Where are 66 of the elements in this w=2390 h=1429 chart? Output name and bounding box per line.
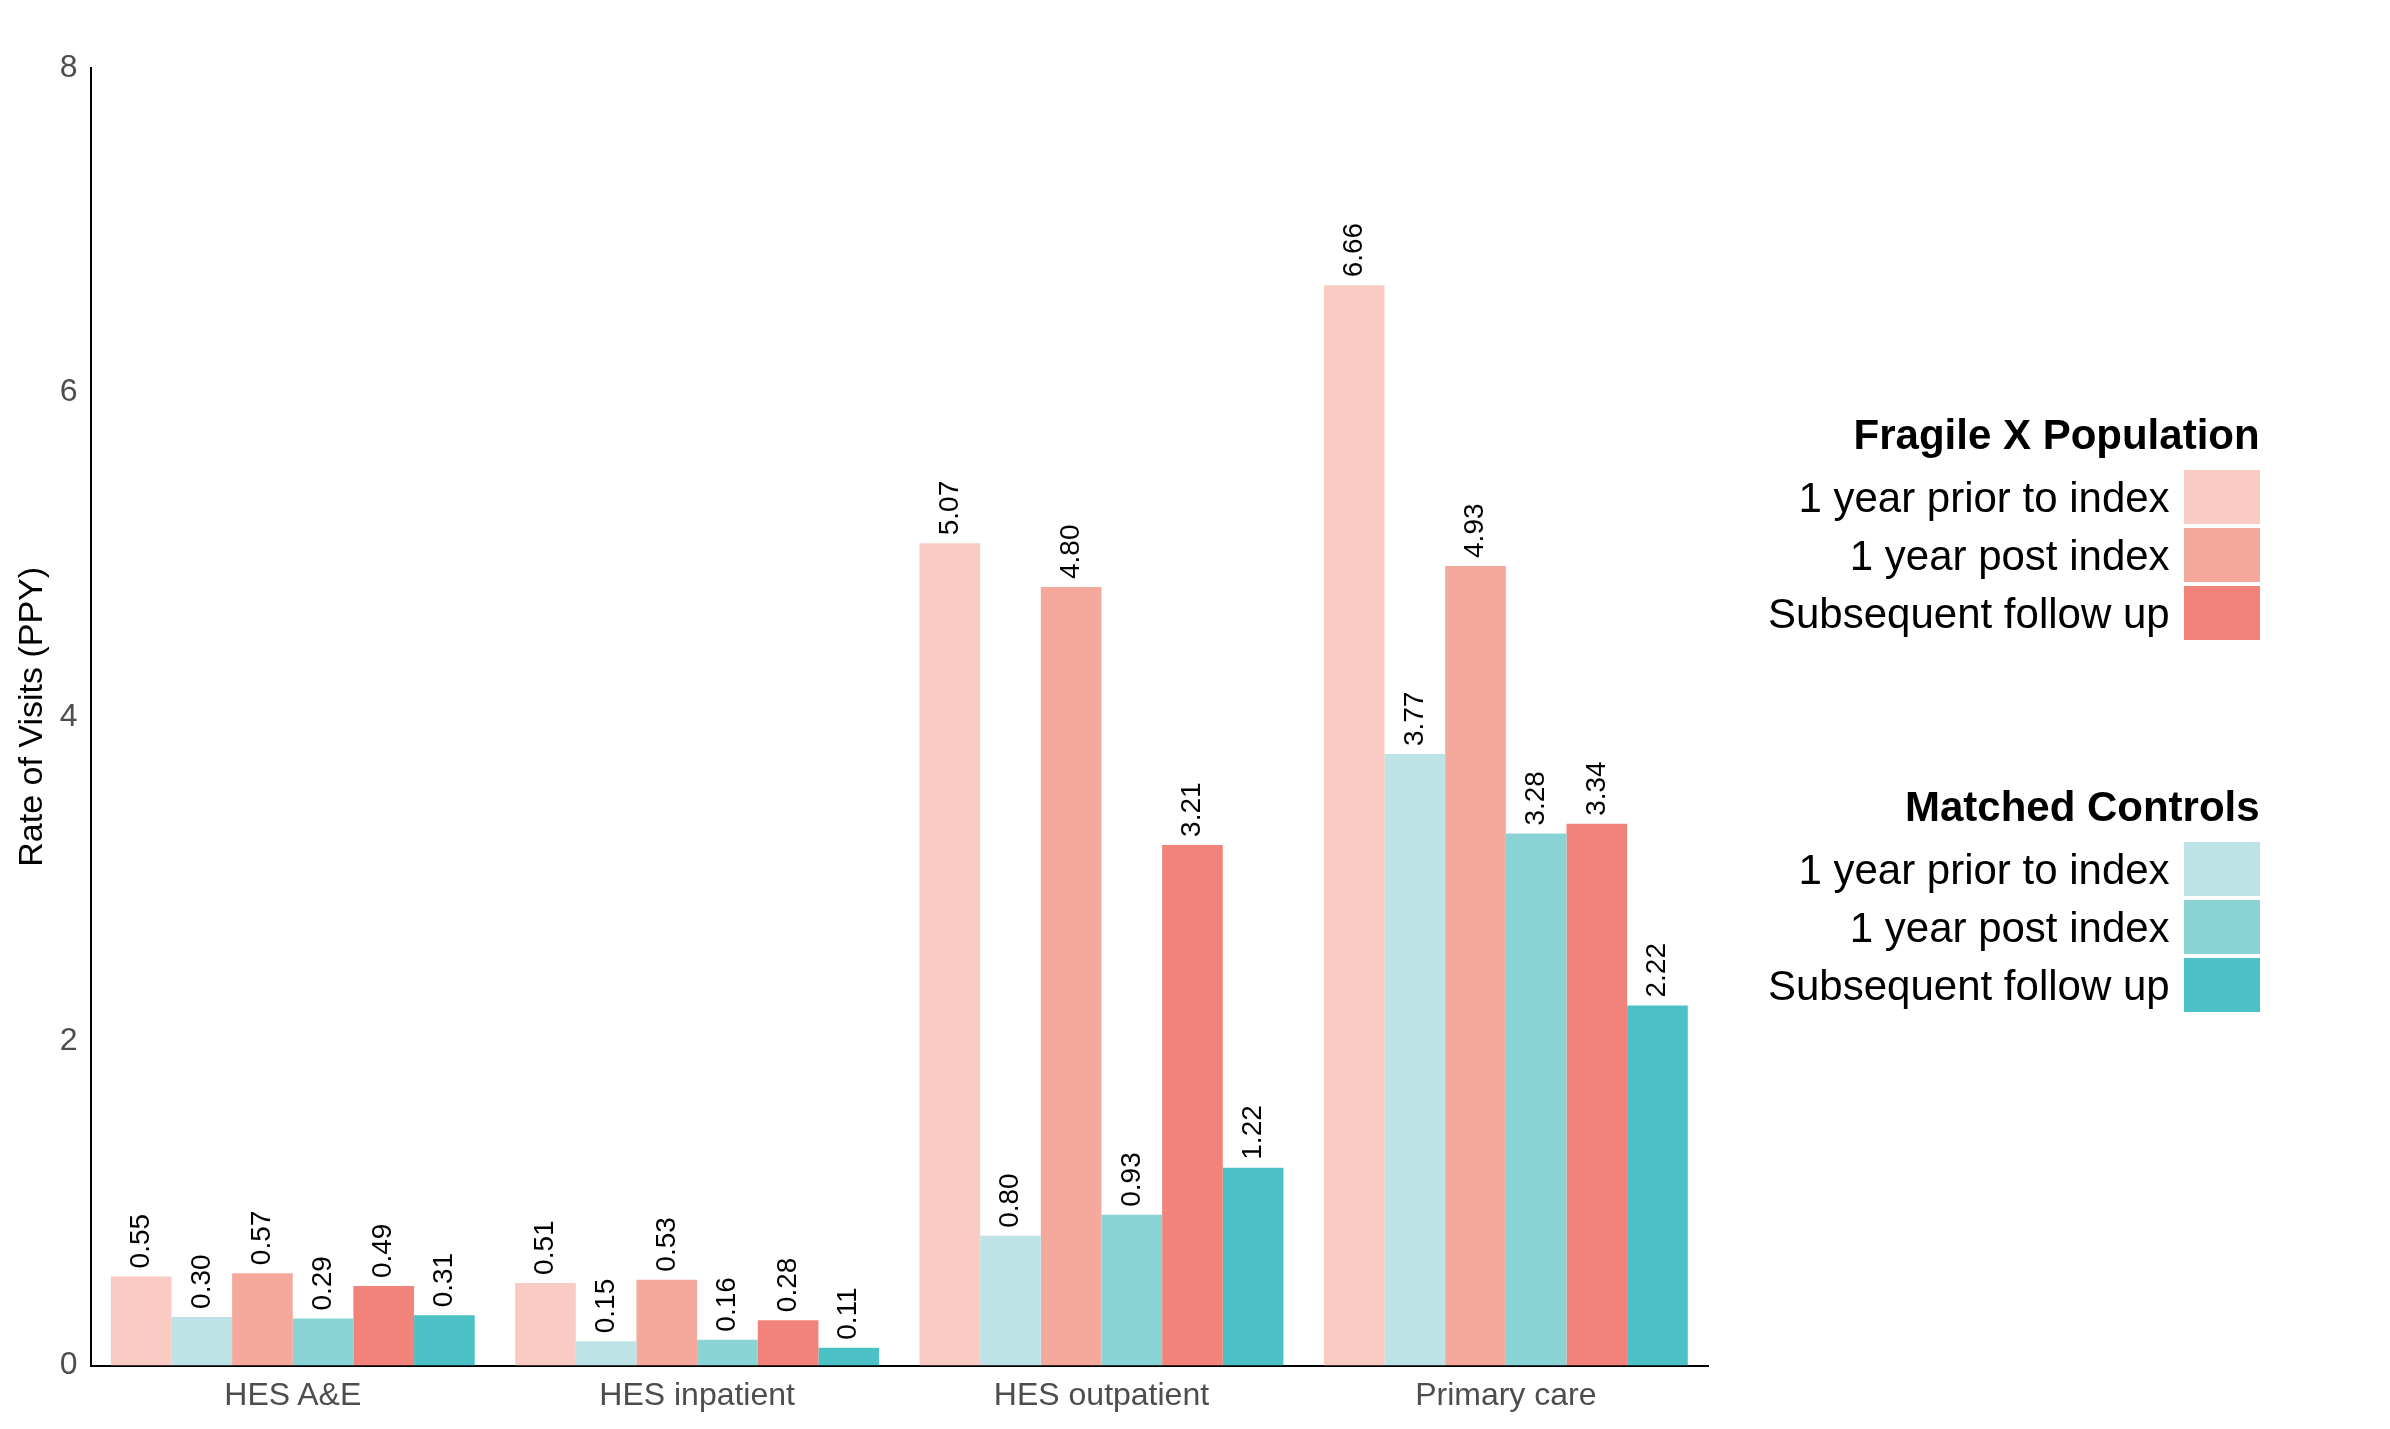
legend-label: Subsequent follow up (1768, 590, 2170, 638)
bar (1162, 844, 1223, 1366)
bar (636, 1279, 698, 1366)
data-label: 3.28 (1518, 771, 1550, 826)
bar (171, 1316, 233, 1366)
bar (697, 1339, 758, 1366)
text: Matched Controls (1904, 783, 2260, 830)
y-tick-label: 4 (59, 696, 78, 733)
bar (757, 1320, 819, 1366)
legend-label: 1 year prior to index (1798, 474, 2170, 522)
data-label: 0.53 (649, 1217, 681, 1272)
bar (232, 1273, 293, 1366)
data-label: 0.29 (305, 1256, 337, 1311)
data-label: 0.30 (184, 1254, 216, 1309)
data-label: 0.49 (366, 1223, 398, 1279)
data-label: 0.28 (770, 1257, 802, 1313)
data-label: 6.66 (1336, 222, 1368, 278)
data-label: 5.07 (932, 480, 964, 536)
data-label: 0.31 (427, 1252, 459, 1308)
bar (919, 543, 981, 1366)
data-label: 2.22 (1640, 943, 1672, 998)
x-tick-label: HES outpatient (993, 1375, 1210, 1412)
bar (818, 1347, 880, 1366)
x-tick-label: HES A&E (224, 1375, 362, 1412)
bar (353, 1286, 415, 1366)
data-label: 0.51 (528, 1220, 560, 1275)
data-label: 1.22 (1235, 1105, 1267, 1160)
bar (1627, 1005, 1688, 1366)
data-label: 0.55 (123, 1213, 155, 1269)
bar (414, 1315, 475, 1366)
data-label: 0.15 (588, 1278, 620, 1334)
data-label: 4.93 (1458, 503, 1490, 558)
legend-label: 1 year post index (1849, 904, 2170, 952)
data-label: 4.80 (1053, 524, 1085, 580)
bar (292, 1318, 354, 1366)
legend-label: Subsequent follow up (1768, 962, 2170, 1010)
y-tick-label: 8 (59, 47, 78, 84)
legend-label: 1 year post index (1849, 532, 2170, 580)
bar (1445, 565, 1506, 1366)
y-tick-label: 6 (59, 372, 78, 409)
y-tick-label: 2 (59, 1021, 78, 1058)
data-label: 0.11 (831, 1287, 863, 1340)
data-label: 3.21 (1175, 782, 1207, 837)
bar (575, 1341, 637, 1366)
data-label: 0.80 (993, 1173, 1025, 1228)
bar (1323, 285, 1385, 1366)
legend-label: 1 year prior to index (1798, 846, 2170, 894)
bar (1566, 823, 1628, 1366)
y-axis-title: Rate of Visits (PPY) (10, 566, 49, 867)
text: Fragile X Population (1853, 411, 2260, 458)
bar (1505, 833, 1567, 1366)
bar (1040, 587, 1102, 1366)
bar (1384, 754, 1446, 1366)
x-tick-label: HES inpatient (599, 1375, 796, 1412)
y-tick-label: 0 (59, 1345, 78, 1382)
bar (110, 1276, 172, 1366)
data-label: 0.57 (245, 1210, 277, 1266)
bar (980, 1235, 1041, 1366)
data-label: 0.16 (710, 1277, 742, 1332)
x-tick-label: Primary care (1415, 1375, 1597, 1412)
data-label: 3.34 (1579, 761, 1611, 816)
data-label: 0.93 (1114, 1152, 1146, 1207)
bar (1222, 1167, 1284, 1366)
data-label: 3.77 (1397, 691, 1429, 747)
bar (1101, 1214, 1163, 1366)
bar (515, 1282, 576, 1366)
